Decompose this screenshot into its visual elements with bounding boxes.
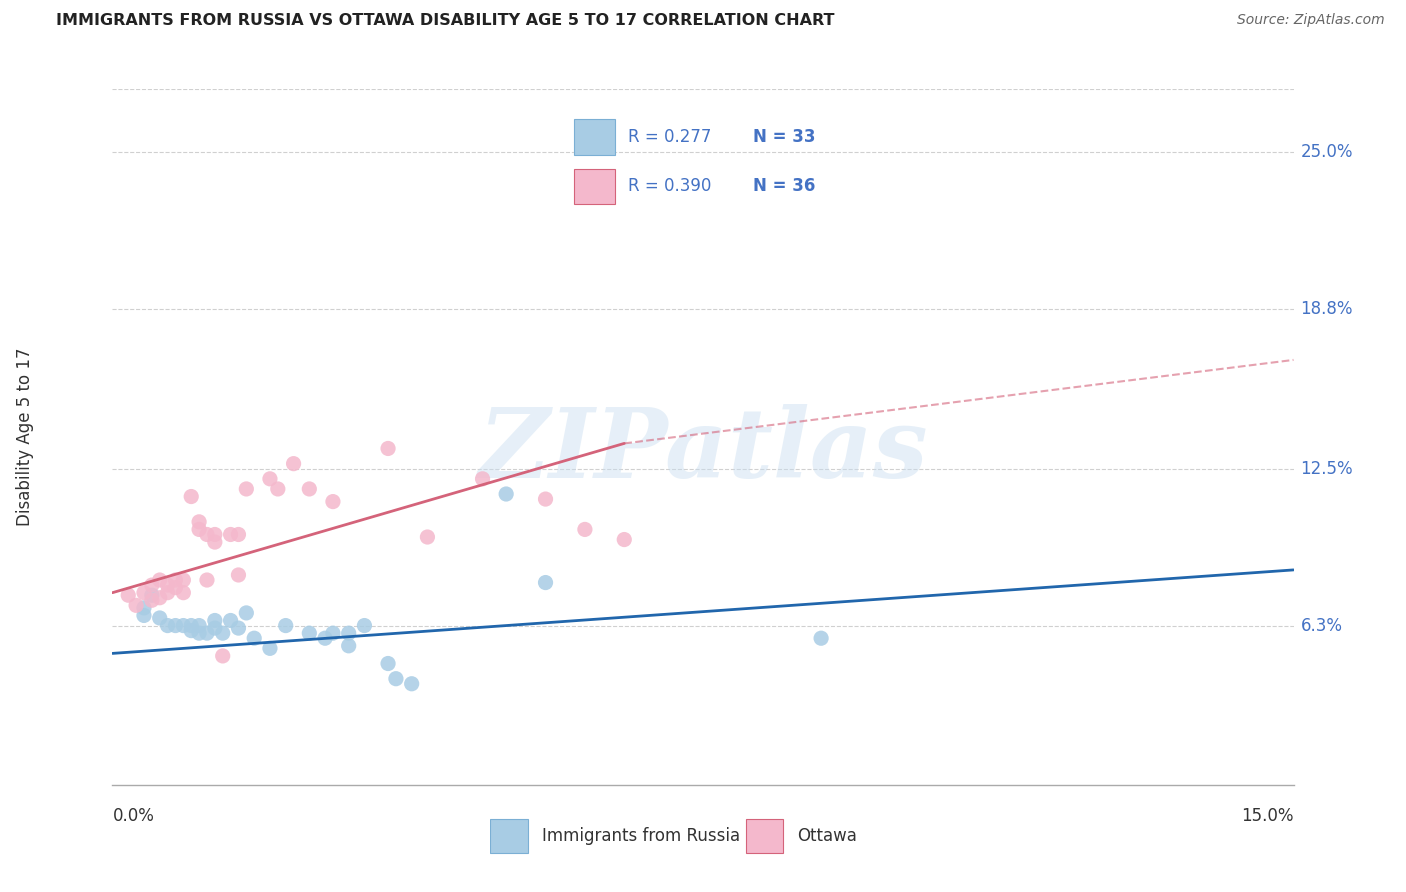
Point: [165, 581, 187, 595]
Text: R = 0.277: R = 0.277: [628, 128, 711, 146]
Text: Source: ZipAtlas.com: Source: ZipAtlas.com: [1237, 13, 1385, 28]
Point: [416, 530, 439, 544]
Point: [243, 631, 266, 645]
Text: N = 33: N = 33: [752, 128, 815, 146]
Bar: [491, 819, 529, 854]
Point: [132, 585, 155, 599]
Point: [172, 573, 194, 587]
Point: [337, 639, 360, 653]
Point: [322, 494, 344, 508]
Point: [156, 585, 179, 599]
Text: 0.0%: 0.0%: [112, 807, 155, 825]
Point: [534, 491, 557, 506]
Point: [235, 482, 257, 496]
Point: [219, 527, 242, 541]
Point: [810, 631, 832, 645]
Point: [180, 490, 202, 504]
Point: [204, 621, 226, 635]
Point: [204, 614, 226, 628]
Text: IMMIGRANTS FROM RUSSIA VS OTTAWA DISABILITY AGE 5 TO 17 CORRELATION CHART: IMMIGRANTS FROM RUSSIA VS OTTAWA DISABIL…: [56, 13, 835, 29]
Point: [132, 600, 155, 615]
Point: [149, 591, 172, 605]
Point: [337, 626, 360, 640]
Text: 12.5%: 12.5%: [1301, 459, 1353, 478]
Point: [165, 573, 187, 587]
Point: [298, 482, 321, 496]
Point: [204, 527, 226, 541]
Point: [228, 621, 250, 635]
Point: [259, 472, 281, 486]
Point: [495, 487, 517, 501]
Point: [141, 593, 163, 607]
Text: 6.3%: 6.3%: [1301, 616, 1343, 634]
Bar: [745, 819, 783, 854]
Point: [235, 606, 257, 620]
Point: [377, 657, 399, 671]
Point: [195, 573, 218, 587]
Text: Disability Age 5 to 17: Disability Age 5 to 17: [17, 348, 34, 526]
Point: [377, 442, 399, 456]
Text: 15.0%: 15.0%: [1241, 807, 1294, 825]
Point: [534, 575, 557, 590]
Point: [188, 515, 211, 529]
Point: [149, 611, 172, 625]
Text: Immigrants from Russia: Immigrants from Russia: [543, 827, 741, 846]
Point: [117, 588, 139, 602]
Point: [172, 585, 194, 599]
Point: [401, 677, 423, 691]
Point: [156, 578, 179, 592]
Point: [180, 624, 202, 638]
Point: [322, 626, 344, 640]
Text: ZIPatlas: ZIPatlas: [478, 404, 928, 498]
Point: [172, 618, 194, 632]
Point: [125, 599, 148, 613]
Point: [132, 608, 155, 623]
Point: [314, 631, 336, 645]
Point: [188, 523, 211, 537]
Point: [195, 626, 218, 640]
Point: [211, 648, 233, 663]
Point: [574, 523, 596, 537]
Bar: [574, 120, 616, 155]
Point: [149, 573, 172, 587]
Point: [274, 618, 297, 632]
Point: [228, 568, 250, 582]
Point: [471, 472, 494, 486]
Text: N = 36: N = 36: [752, 178, 815, 195]
Point: [180, 618, 202, 632]
Point: [188, 618, 211, 632]
Text: 18.8%: 18.8%: [1301, 301, 1353, 318]
Point: [165, 618, 187, 632]
Point: [228, 527, 250, 541]
Point: [267, 482, 290, 496]
Point: [195, 527, 218, 541]
Point: [156, 618, 179, 632]
Text: 25.0%: 25.0%: [1301, 144, 1353, 161]
Point: [353, 618, 375, 632]
Point: [613, 533, 636, 547]
Text: Ottawa: Ottawa: [797, 827, 858, 846]
Bar: [574, 169, 616, 204]
Point: [211, 626, 233, 640]
Point: [283, 457, 305, 471]
Point: [188, 626, 211, 640]
Point: [298, 626, 321, 640]
Point: [141, 578, 163, 592]
Point: [219, 614, 242, 628]
Point: [385, 672, 408, 686]
Point: [259, 641, 281, 656]
Point: [204, 535, 226, 549]
Text: R = 0.390: R = 0.390: [628, 178, 711, 195]
Point: [141, 588, 163, 602]
